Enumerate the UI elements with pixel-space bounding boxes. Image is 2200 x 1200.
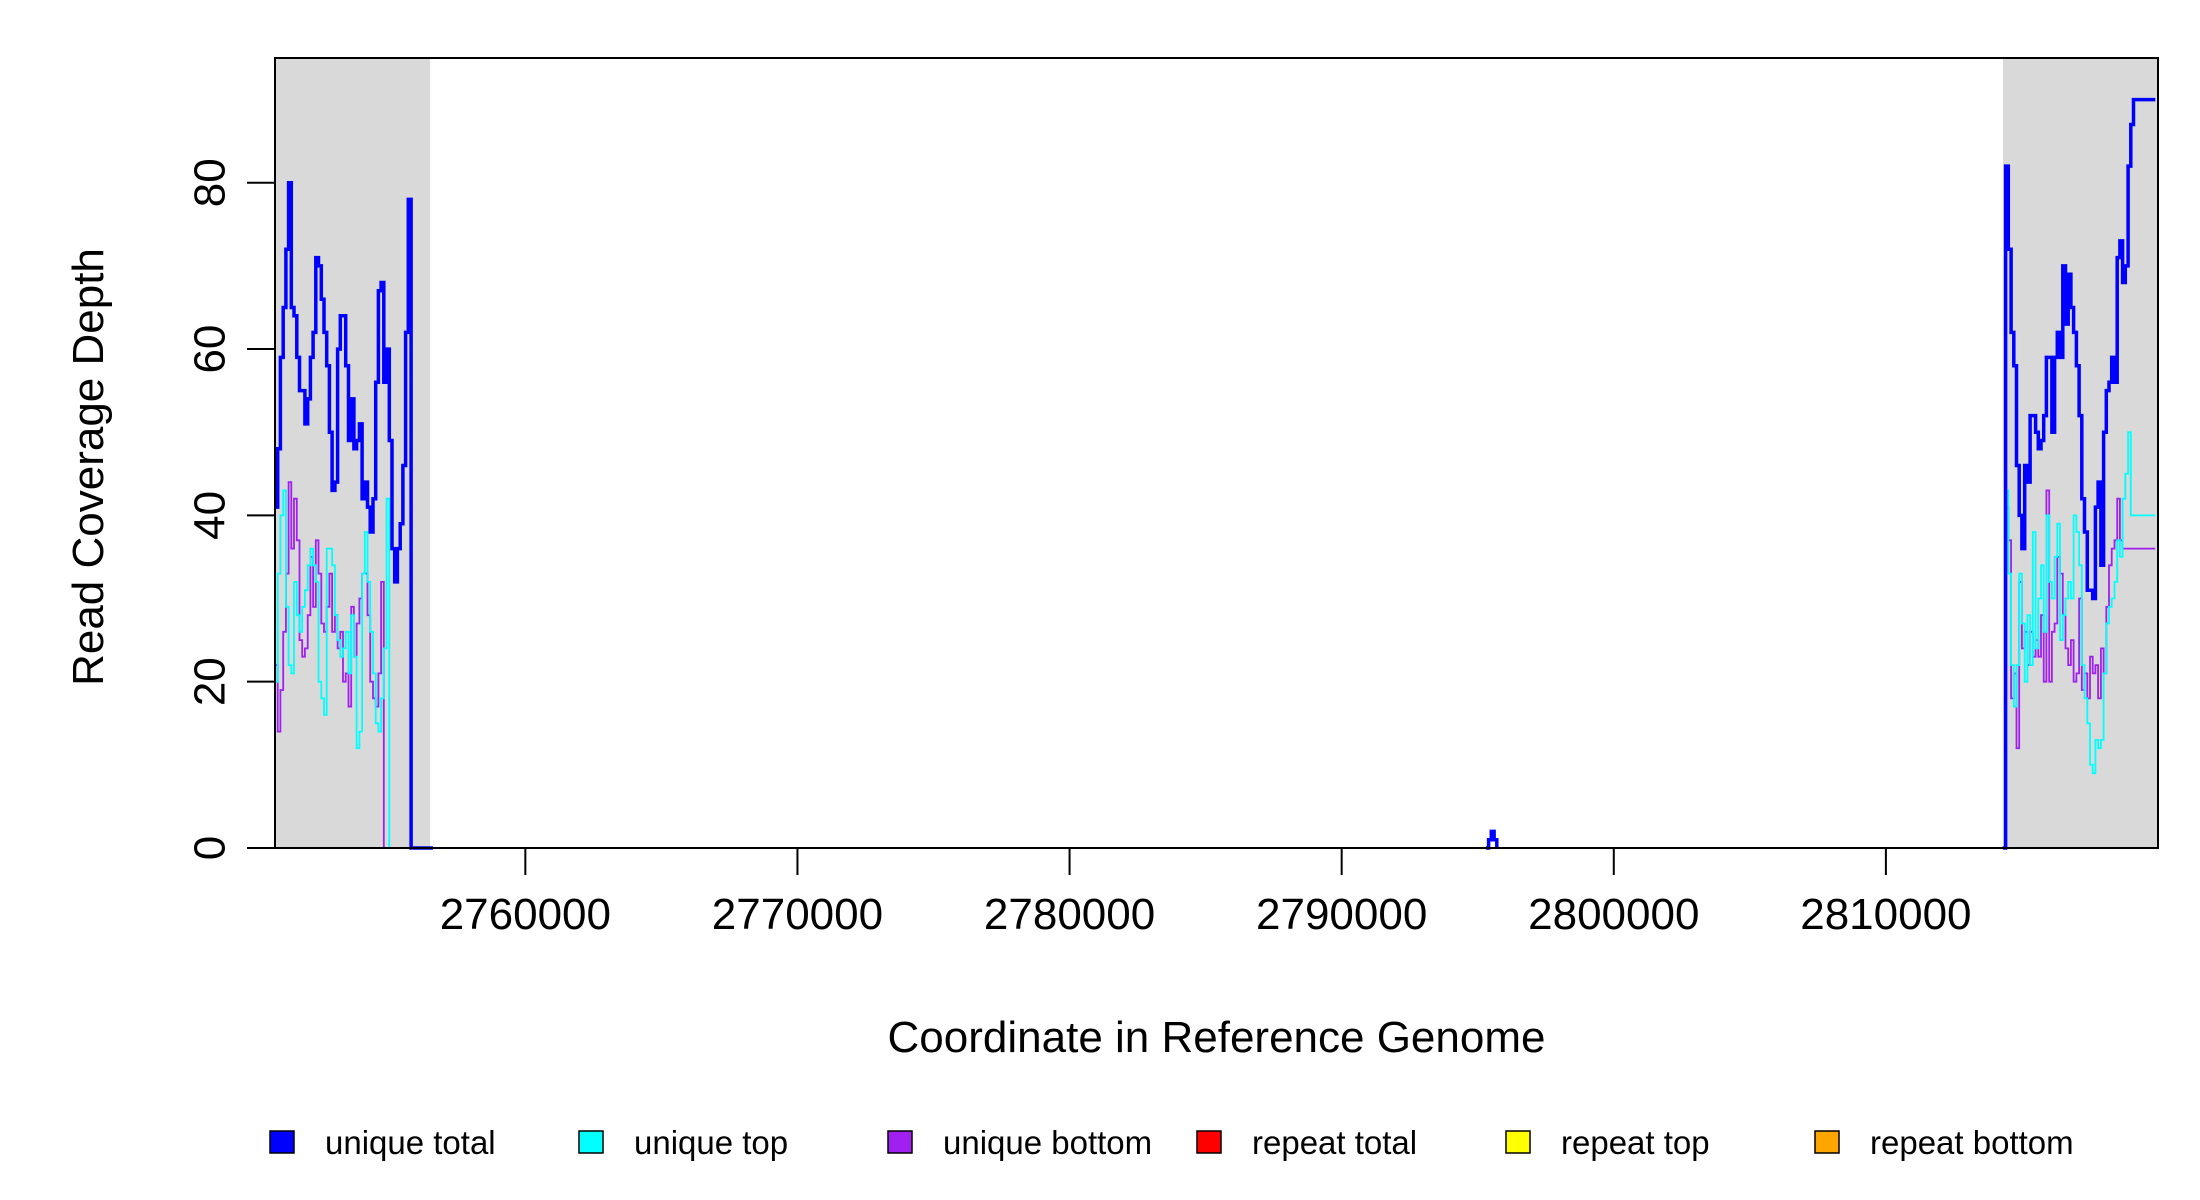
legend-swatch-unique-total <box>269 1130 295 1154</box>
legend-label-unique-top: unique top <box>634 1124 788 1161</box>
series-unique-top-segment-1 <box>275 489 412 849</box>
x-axis: 2760000 2770000 2780000 2790000 2800000 28100… <box>440 848 1972 939</box>
y-tick-label: 20 <box>186 657 235 706</box>
x-tick-label: 2770000 <box>712 890 883 939</box>
shaded-regions <box>275 58 2158 848</box>
y-tick-label: 80 <box>186 158 235 207</box>
legend-label-repeat-total: repeat total <box>1252 1124 1417 1161</box>
legend-swatch-repeat-bottom <box>1814 1130 1840 1154</box>
series-unique-total-segment-3 <box>2002 97 2156 850</box>
legend-swatch-unique-top <box>578 1130 604 1154</box>
y-axis: 0 20 40 60 80 <box>186 158 275 860</box>
y-tick-label: 60 <box>186 325 235 374</box>
x-tick-label: 2810000 <box>1800 890 1971 939</box>
x-tick-label: 2760000 <box>440 890 611 939</box>
series-lines <box>275 97 2158 850</box>
legend-label-unique-bottom: unique bottom <box>943 1124 1152 1161</box>
legend-label-repeat-bottom: repeat bottom <box>1870 1124 2074 1161</box>
legend-swatch-repeat-total <box>1196 1130 1222 1154</box>
x-tick-label: 2790000 <box>1256 890 1427 939</box>
legend-label-repeat-top: repeat top <box>1561 1124 1710 1161</box>
y-axis-title: Read Coverage Depth <box>64 248 113 686</box>
legend: unique total unique top unique bottom repea… <box>269 1124 2074 1161</box>
series-unique-total-segment-2 <box>1485 829 1499 850</box>
y-tick-label: 40 <box>186 491 235 540</box>
legend-label-unique-total: unique total <box>325 1124 496 1161</box>
x-tick-label: 2780000 <box>984 890 1155 939</box>
x-axis-title: Coordinate in Reference Genome <box>888 1013 1546 1062</box>
series-unique-top-segment-3 <box>2002 431 2156 849</box>
series-unique-total-segment-1 <box>275 180 433 850</box>
legend-swatch-unique-bottom <box>887 1130 913 1154</box>
y-tick-label: 0 <box>186 836 235 860</box>
legend-swatch-repeat-top <box>1505 1130 1531 1154</box>
plot-frame <box>274 57 2159 849</box>
x-tick-label: 2800000 <box>1528 890 1699 939</box>
